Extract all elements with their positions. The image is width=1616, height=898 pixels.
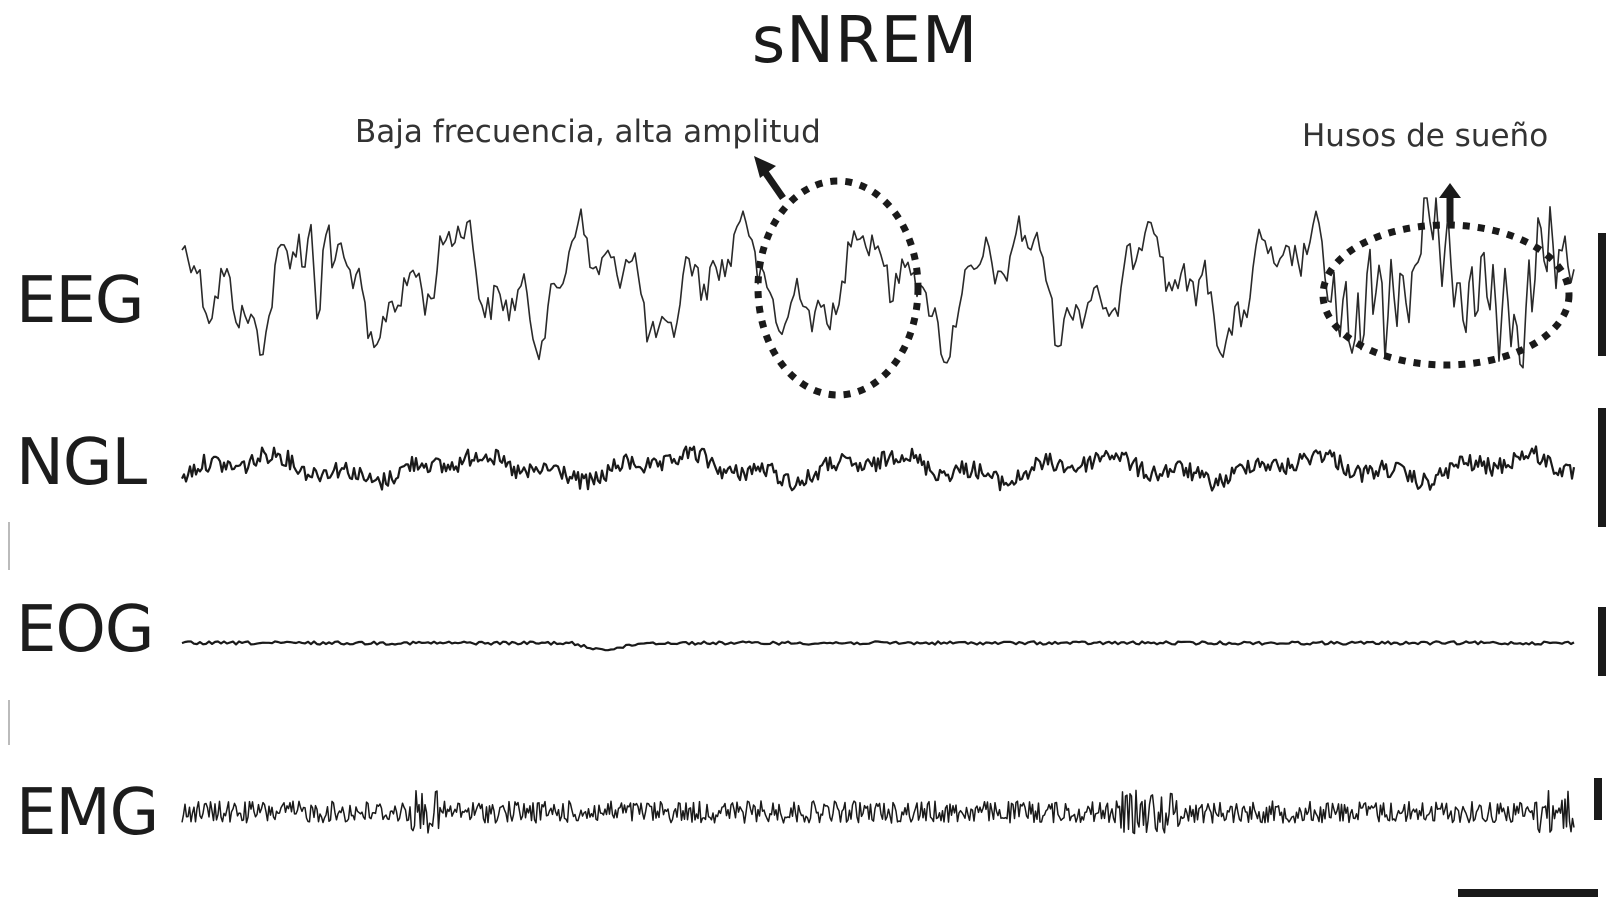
annotation-low-frequency: Baja frecuencia, alta amplitud bbox=[355, 114, 821, 150]
highlight-low-frequency-circle bbox=[754, 177, 922, 399]
trace-eeg bbox=[181, 197, 1575, 369]
trace-eog bbox=[181, 640, 1575, 652]
trace-emg bbox=[181, 789, 1575, 835]
channel-label-emg: EMG bbox=[16, 776, 159, 850]
trace-ngl bbox=[181, 445, 1576, 492]
arrow-spindles bbox=[1439, 183, 1461, 222]
annotation-sleep-spindles: Husos de sueño bbox=[1302, 118, 1549, 154]
highlight-spindles-ellipse bbox=[1319, 221, 1573, 369]
channel-label-eeg: EEG bbox=[16, 264, 144, 338]
channel-label-ngl: NGL bbox=[16, 426, 147, 500]
arrow-low-frequency bbox=[754, 156, 786, 200]
channel-label-eog: EOG bbox=[16, 593, 154, 667]
figure-title: sNREM bbox=[751, 4, 979, 78]
